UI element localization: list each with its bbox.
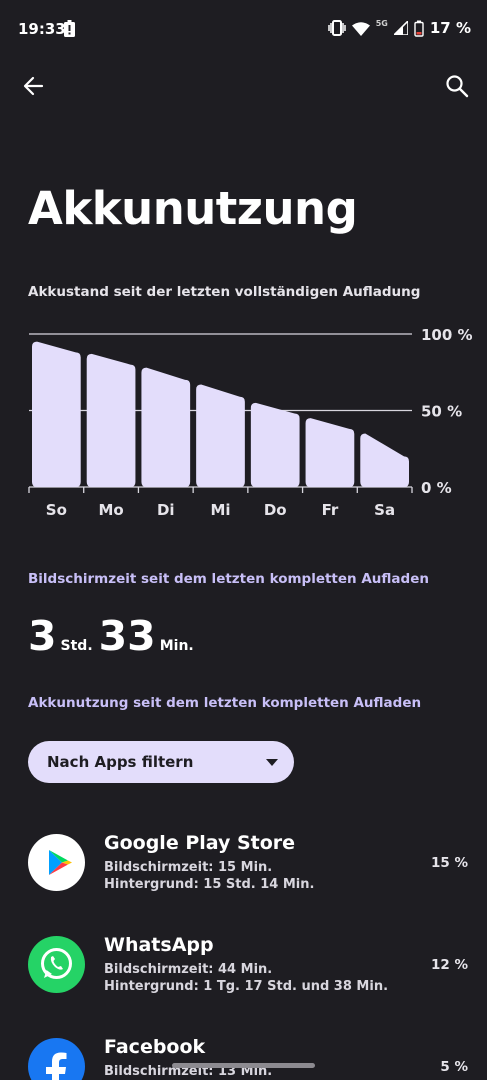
app-row-whatsapp[interactable]: WhatsApp Bildschirmzeit: 44 Min. Hinterg… xyxy=(0,934,487,1016)
app-name: Facebook xyxy=(104,1036,206,1058)
screen-time-value: 3 Std. 33 Min. xyxy=(28,612,200,660)
y-tick-label: 100 % xyxy=(421,326,473,344)
status-bar: 19:33 5G 17 % xyxy=(0,0,487,60)
screen-time-hours-unit: Std. xyxy=(60,638,93,654)
screen-time-hours: 3 xyxy=(28,612,57,660)
x-tick-label: Sa xyxy=(374,501,395,519)
usage-label: Akkunutzung seit dem letzten kompletten … xyxy=(28,695,422,711)
wifi-icon xyxy=(351,21,370,36)
chevron-down-icon xyxy=(266,759,278,766)
app-percent: 5 % xyxy=(440,1059,468,1075)
gesture-navigation-bar[interactable] xyxy=(172,1063,315,1068)
app-name: WhatsApp xyxy=(104,934,214,956)
battery-icon xyxy=(414,20,424,37)
x-tick-label: Mi xyxy=(210,501,230,519)
app-row-facebook[interactable]: Facebook Bildschirmzeit: 13 Min. 5 % xyxy=(0,1036,487,1080)
x-tick-label: Fr xyxy=(322,501,339,519)
app-name: Google Play Store xyxy=(104,832,296,854)
battery-level-chart: 100 % 50 % 0 % So Mo Di Mi Do Fr Sa xyxy=(28,326,473,519)
signal-icon xyxy=(393,21,408,35)
screen-time-minutes-unit: Min. xyxy=(159,638,194,654)
chart-bar-fr xyxy=(305,418,355,487)
chart-bar-so xyxy=(32,341,81,487)
chart-bar-mo xyxy=(86,353,136,487)
app-background-time: Hintergrund: 15 Std. 14 Min. xyxy=(104,877,315,892)
app-row-google-play-store[interactable]: Google Play Store Bildschirmzeit: 15 Min… xyxy=(0,832,487,914)
chart-caption: Akkustand seit der letzten vollständigen… xyxy=(28,284,421,300)
facebook-icon xyxy=(28,1038,85,1080)
status-time: 19:33 xyxy=(18,20,66,38)
y-tick-label: 0 % xyxy=(421,479,452,497)
x-tick-label: Do xyxy=(264,501,287,519)
back-arrow-icon[interactable] xyxy=(20,72,48,100)
page-title: Akkunutzung xyxy=(28,182,358,235)
whatsapp-icon xyxy=(28,936,85,993)
app-screen-time: Bildschirmzeit: 15 Min. xyxy=(104,860,273,875)
x-tick-label: Mo xyxy=(98,501,123,519)
x-tick-label: Di xyxy=(157,501,175,519)
google-play-icon xyxy=(28,834,85,891)
battery-alert-icon xyxy=(64,20,75,37)
x-tick-label: So xyxy=(46,501,67,519)
app-percent: 12 % xyxy=(430,957,468,973)
app-background-time: Hintergrund: 1 Tg. 17 Std. und 38 Min. xyxy=(104,979,389,994)
app-screen-time: Bildschirmzeit: 44 Min. xyxy=(104,962,273,977)
chart-bar-mi xyxy=(196,384,245,487)
app-filter-dropdown[interactable]: Nach Apps filtern xyxy=(28,741,294,783)
vibrate-icon xyxy=(327,20,346,36)
battery-percent: 17 % xyxy=(429,19,471,37)
chart-bar-di xyxy=(141,367,191,487)
y-tick-label: 50 % xyxy=(421,403,462,421)
filter-label: Nach Apps filtern xyxy=(47,753,194,771)
chart-bar-do xyxy=(250,402,300,487)
screen-time-label: Bildschirmzeit seit dem letzten komplett… xyxy=(28,571,429,587)
chart-bar-sa xyxy=(360,433,409,487)
network-type: 5G xyxy=(375,19,388,28)
app-percent: 15 % xyxy=(430,855,468,871)
screen-time-minutes: 33 xyxy=(98,612,156,660)
search-icon[interactable] xyxy=(443,72,471,100)
